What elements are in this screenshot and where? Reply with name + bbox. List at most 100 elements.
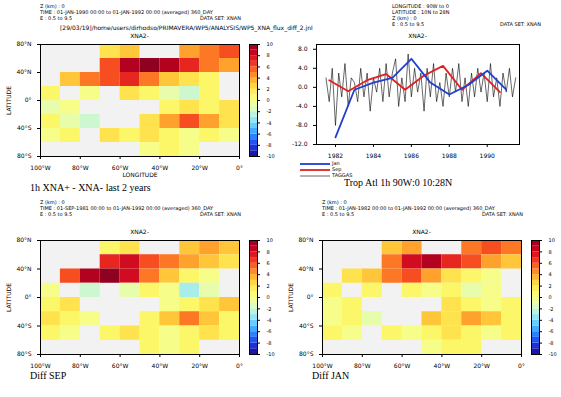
svg-text:10: 10	[549, 237, 555, 243]
svg-text:-2: -2	[267, 306, 272, 312]
svg-text:-4.0: -4.0	[296, 102, 308, 109]
svg-text:4: 4	[549, 271, 552, 277]
html-text:DATA SET: XNAN: DATA SET: XNAN	[200, 15, 241, 21]
svg-text:-10: -10	[267, 153, 275, 159]
svg-text:-8: -8	[267, 142, 272, 148]
svg-text:1988: 1988	[442, 152, 457, 159]
svg-text:-10: -10	[549, 351, 557, 357]
svg-text:40°N: 40°N	[298, 265, 313, 272]
svg-text:0°: 0°	[307, 293, 314, 300]
svg-text:-8: -8	[267, 340, 272, 346]
svg-text:0°: 0°	[25, 293, 32, 300]
svg-text:-4: -4	[267, 120, 272, 126]
svg-text:-12.0: -12.0	[292, 140, 308, 147]
svg-text:60°W: 60°W	[112, 362, 129, 369]
svg-text:0: 0	[267, 294, 270, 300]
html-text:E : 0.5 to 9.5: E : 0.5 to 9.5	[392, 21, 425, 27]
svg-text:-10: -10	[267, 351, 275, 357]
html-text:DATA SET: XNAN: DATA SET: XNAN	[500, 21, 541, 27]
svg-text:6: 6	[267, 64, 270, 70]
svg-text:6: 6	[267, 260, 270, 266]
html-text:E : 0.5 to 9.5: E : 0.5 to 9.5	[40, 15, 73, 21]
svg-text:-4: -4	[549, 317, 554, 323]
html-text:TIME : 01-JAN-1990 00:00 to 01: TIME : 01-JAN-1990 00:00 to 01-JAN-1992 …	[40, 9, 213, 15]
svg-text:LONGITUDE: LONGITUDE	[122, 171, 157, 178]
svg-text:2: 2	[267, 86, 270, 92]
svg-text:LATITUDE: LATITUDE	[287, 283, 294, 312]
svg-text:0°: 0°	[236, 164, 243, 171]
svg-text:2: 2	[267, 283, 270, 289]
svg-text:80°S: 80°S	[17, 152, 32, 159]
svg-text:-6: -6	[549, 328, 554, 334]
html-text:LATITUDE : 10N to 28N: LATITUDE : 10N to 28N	[392, 9, 450, 15]
svg-text:80°N: 80°N	[298, 236, 313, 243]
svg-text:10: 10	[267, 237, 273, 243]
svg-text:0°: 0°	[518, 362, 525, 369]
html-text:Diff JAN: Diff JAN	[312, 370, 350, 381]
html-text:Diff SEP: Diff SEP	[30, 370, 67, 381]
svg-text:40°S: 40°S	[17, 124, 32, 131]
svg-text:0.0: 0.0	[298, 83, 308, 90]
svg-text:6: 6	[549, 260, 552, 266]
svg-text:80°W: 80°W	[72, 164, 89, 171]
svg-text:100°W: 100°W	[30, 164, 50, 171]
svg-text:20°W: 20°W	[191, 362, 208, 369]
svg-text:LATITUDE: LATITUDE	[5, 86, 12, 115]
svg-text:1986: 1986	[404, 152, 419, 159]
html-text:Jan: Jan	[332, 160, 340, 166]
svg-text:40°S: 40°S	[17, 322, 32, 329]
svg-text:8: 8	[549, 249, 552, 255]
svg-text:80°S: 80°S	[299, 350, 314, 357]
svg-text:60°W: 60°W	[394, 362, 411, 369]
html-text:XNA2-: XNA2-	[408, 32, 427, 39]
svg-text:-6: -6	[267, 131, 272, 137]
svg-text:20°W: 20°W	[473, 362, 490, 369]
svg-text:4: 4	[267, 75, 270, 81]
svg-text:40°W: 40°W	[152, 362, 169, 369]
svg-text:40°N: 40°N	[16, 265, 31, 272]
svg-text:10: 10	[267, 41, 273, 47]
svg-text:1982: 1982	[328, 152, 343, 159]
svg-text:20°W: 20°W	[191, 164, 208, 171]
html-text:Z (km) : 0: Z (km) : 0	[40, 3, 65, 9]
svg-text:8: 8	[267, 249, 270, 255]
svg-text:-2: -2	[267, 108, 272, 114]
svg-text:80°N: 80°N	[16, 40, 31, 47]
svg-text:4.0: 4.0	[298, 64, 308, 71]
svg-text:-8.0: -8.0	[296, 121, 308, 128]
svg-text:1984: 1984	[366, 152, 381, 159]
svg-text:0°: 0°	[236, 362, 243, 369]
html-text:Trop Atl 1h 90W:0 10:28N: Trop Atl 1h 90W:0 10:28N	[344, 177, 453, 188]
svg-text:8.0: 8.0	[298, 45, 308, 52]
svg-text:0: 0	[267, 97, 270, 103]
html-text:XNA2-: XNA2-	[130, 32, 149, 39]
html-text:XNA2-: XNA2-	[412, 228, 431, 235]
svg-text:60°W: 60°W	[111, 163, 129, 171]
svg-text:1990: 1990	[480, 152, 495, 159]
svg-text:80°W: 80°W	[354, 362, 371, 369]
svg-text:40°W: 40°W	[151, 163, 169, 171]
svg-text:0: 0	[549, 294, 552, 300]
svg-text:-2: -2	[549, 306, 554, 312]
html-text:[29/03/19]/home/users/dirhodso: [29/03/19]/home/users/dirhodso/PRIMAVERA…	[60, 24, 313, 31]
svg-text:80°N: 80°N	[16, 236, 31, 243]
svg-text:2: 2	[549, 283, 552, 289]
html-text:LONGITUDE : 90W to 0: LONGITUDE : 90W to 0	[392, 3, 449, 9]
svg-text:8: 8	[267, 52, 270, 58]
svg-text:-6: -6	[267, 328, 272, 334]
svg-text:-4: -4	[267, 317, 272, 323]
svg-text:80°S: 80°S	[17, 350, 32, 357]
svg-text:4: 4	[267, 271, 270, 277]
svg-text:40°N: 40°N	[16, 68, 31, 75]
svg-text:LATITUDE: LATITUDE	[5, 283, 12, 312]
html-text:1h XNA+ - XNA- last 2 years: 1h XNA+ - XNA- last 2 years	[30, 182, 151, 193]
html-text:XNA2-: XNA2-	[130, 228, 149, 235]
svg-text:100°W: 100°W	[30, 362, 50, 369]
html-text:Z (km) : 0: Z (km) : 0	[392, 15, 417, 21]
svg-text:-8: -8	[549, 340, 554, 346]
svg-text:100°W: 100°W	[312, 362, 332, 369]
svg-text:40°S: 40°S	[299, 322, 314, 329]
svg-text:40°W: 40°W	[434, 362, 451, 369]
svg-text:80°W: 80°W	[72, 362, 89, 369]
svg-text:0°: 0°	[25, 96, 32, 103]
